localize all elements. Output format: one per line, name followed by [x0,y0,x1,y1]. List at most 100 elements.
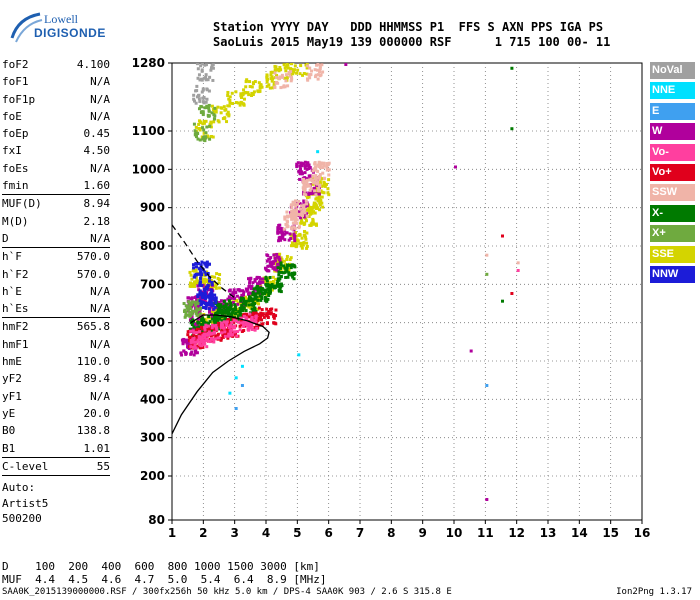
echo-point [292,68,296,72]
echo-point [294,60,297,63]
echo-point [325,164,329,168]
x-tick-label: 1 [168,526,176,540]
echo-point [218,272,222,276]
echo-point [510,66,514,70]
param-separator [2,317,110,319]
echo-point [229,323,233,327]
echo-point [274,68,278,72]
echo-point [198,340,202,344]
echo-point [197,272,201,276]
echo-point [207,307,211,311]
echo-point [292,211,296,215]
echo-point [302,186,306,190]
param-value: N/A [90,302,110,316]
echo-point [201,316,205,320]
echo-point [204,303,208,307]
echo-point [312,210,316,214]
muf-row: MUF 4.4 4.5 4.6 4.7 5.0 5.4 6.4 8.9 [MHz… [2,573,327,586]
echo-point [212,324,216,328]
echo-point [308,188,312,192]
echo-point [303,211,307,215]
echo-point [280,284,284,288]
echo-point [269,77,273,81]
echo-point [249,287,253,291]
echo-point [268,86,272,90]
echo-point [205,87,209,91]
echo-point [303,230,307,234]
echo-point [221,333,225,337]
echo-point [184,310,188,314]
echo-point [234,298,238,302]
echo-point [299,207,303,211]
echo-point [204,306,208,310]
echo-point [308,191,312,195]
echo-point [276,277,280,281]
echo-point [213,305,217,309]
param-name: foE [2,109,22,123]
echo-point [285,223,289,227]
header-row2: SaoLuis 2015 May19 139 000000 RSF 1 715 … [213,35,611,49]
echo-point [266,287,270,291]
echo-point [238,324,242,328]
echo-point [264,299,268,303]
echo-point [311,174,315,178]
echo-point [285,257,289,261]
echo-point [250,94,254,98]
echo-point [279,238,283,242]
echo-point [299,161,303,165]
echo-point [248,80,252,84]
echo-point [260,296,264,300]
echo-point [197,298,201,302]
echo-point [320,184,324,188]
echo-point [194,101,198,105]
echo-point [255,277,259,281]
echo-point [195,63,199,66]
echo-point [190,305,194,309]
echo-point [279,263,283,267]
echo-point [279,290,283,294]
echo-point [194,300,198,304]
echo-point [217,307,221,311]
echo-point [196,301,200,305]
echo-point [179,351,183,355]
param-separator [2,194,110,196]
muf-table: D 100 200 400 600 800 1000 1500 3000 [km… [2,560,327,586]
echo-point [294,216,298,220]
echo-point [194,133,198,137]
echo-point [314,193,318,197]
param-row: hmF2 565.8 [2,318,110,335]
echo-point [313,211,317,215]
echo-point [202,281,206,285]
echo-point [318,65,322,69]
param-name: yF1 [2,389,22,403]
echo-point [192,266,196,270]
echo-point [214,301,218,305]
echo-point [212,113,216,117]
echo-point [273,269,277,273]
header-row1: Station YYYY DAY DDD HHMMSS P1 FFS S AXN… [213,20,604,34]
echo-point [202,138,206,142]
echo-point [192,269,196,273]
echo-point [185,338,189,342]
echo-point [197,288,201,292]
param-value: N/A [90,161,110,175]
echo-point [259,298,263,302]
echo-point [205,345,209,349]
echo-point [204,332,208,336]
echo-point [200,318,204,322]
echo-point [279,266,283,270]
echo-point [299,204,303,208]
echo-point [192,93,196,97]
echo-point [309,177,313,181]
echo-point [201,297,205,301]
echo-point [202,101,206,105]
echo-point [308,210,312,214]
echo-point [283,270,287,274]
echo-point [292,263,296,267]
echo-point [196,317,200,321]
echo-point [292,233,296,237]
echo-point [317,174,321,178]
param-row: yE 20.0 [2,405,110,422]
echo-point [283,76,287,80]
echo-point [300,246,304,250]
